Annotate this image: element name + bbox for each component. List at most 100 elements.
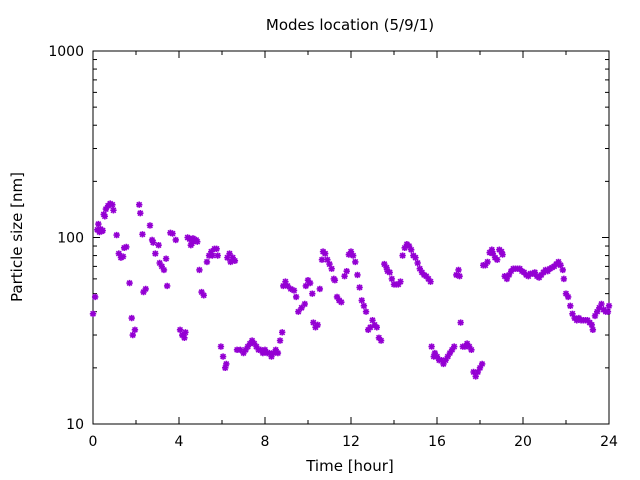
data-point	[555, 258, 562, 266]
data-point	[501, 273, 508, 280]
x-tick-label: 24	[600, 434, 618, 450]
data-point	[383, 264, 390, 271]
data-point	[356, 284, 363, 291]
data-point	[209, 252, 216, 259]
data-point	[427, 278, 434, 285]
data-point	[113, 231, 120, 239]
data-point	[557, 262, 564, 269]
data-point	[604, 308, 612, 315]
data-point	[451, 343, 458, 350]
data-point	[503, 275, 511, 283]
data-point	[229, 254, 236, 261]
data-point	[560, 275, 568, 283]
data-point	[401, 244, 408, 252]
data-point	[298, 304, 305, 311]
data-point	[276, 337, 284, 344]
data-point	[386, 269, 393, 276]
data-point	[268, 353, 275, 360]
data-point	[463, 340, 471, 347]
data-points	[89, 200, 613, 380]
data-point	[373, 324, 380, 331]
data-point	[430, 353, 437, 360]
data-point	[148, 236, 156, 244]
data-point	[139, 231, 146, 238]
data-point	[200, 292, 207, 299]
data-point	[280, 282, 287, 290]
y-tick-label: 100	[57, 231, 84, 247]
data-point	[589, 326, 597, 333]
data-point	[169, 230, 176, 237]
data-point	[598, 300, 605, 308]
data-point	[287, 285, 294, 293]
data-point	[352, 258, 359, 266]
data-point	[456, 273, 463, 280]
data-point	[360, 302, 368, 310]
data-point	[468, 346, 475, 353]
data-point	[486, 249, 493, 256]
data-point	[203, 258, 211, 266]
data-point	[295, 308, 302, 315]
data-point	[222, 364, 229, 372]
data-point	[186, 235, 193, 243]
data-point	[259, 349, 267, 357]
data-point	[223, 360, 230, 368]
data-point	[126, 279, 133, 287]
data-point	[457, 319, 464, 326]
data-point	[194, 238, 201, 245]
data-point	[309, 290, 316, 297]
data-point	[559, 266, 566, 274]
data-point	[377, 337, 385, 344]
data-point	[110, 207, 117, 214]
data-point	[455, 266, 462, 274]
data-point	[109, 201, 116, 208]
data-point	[301, 300, 308, 308]
axis-tick-labels: 0 4 8 12 16 20 24 10 100 1000	[48, 44, 618, 450]
data-point	[282, 278, 289, 285]
data-point	[470, 368, 477, 376]
data-point	[505, 271, 513, 279]
data-point	[442, 356, 449, 364]
data-point	[233, 346, 241, 353]
data-point	[227, 258, 234, 266]
data-point	[188, 240, 196, 247]
data-point	[428, 343, 435, 350]
data-point	[261, 346, 269, 353]
data-point	[142, 285, 149, 293]
data-point	[219, 353, 227, 360]
data-point	[397, 278, 404, 285]
data-point	[316, 285, 324, 293]
data-point	[444, 353, 451, 360]
data-point	[129, 331, 136, 339]
data-point	[593, 308, 601, 315]
data-point	[213, 245, 220, 252]
data-point	[102, 205, 110, 213]
data-point	[205, 252, 213, 259]
data-point	[474, 368, 482, 376]
data-point	[431, 349, 439, 357]
data-point	[140, 288, 147, 296]
data-point	[160, 266, 168, 274]
data-point	[214, 252, 221, 259]
data-point	[494, 256, 501, 263]
data-point	[274, 349, 282, 357]
data-point	[156, 259, 163, 267]
x-tick-label: 0	[89, 434, 98, 450]
data-point	[395, 281, 402, 288]
data-point	[358, 297, 365, 304]
plot-frame	[92, 50, 610, 425]
data-point	[279, 329, 286, 336]
data-point	[101, 213, 109, 220]
data-point	[498, 248, 505, 255]
data-point	[181, 334, 188, 341]
data-point	[605, 302, 613, 310]
data-point	[158, 263, 165, 270]
data-point	[567, 302, 574, 310]
data-point	[362, 308, 370, 315]
data-point	[588, 321, 595, 329]
data-point	[412, 254, 419, 261]
data-point	[416, 265, 423, 272]
x-tick-label: 20	[514, 434, 532, 450]
data-point	[306, 279, 314, 287]
data-point	[136, 201, 143, 208]
